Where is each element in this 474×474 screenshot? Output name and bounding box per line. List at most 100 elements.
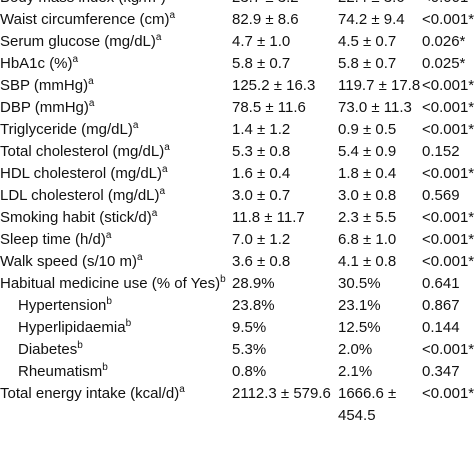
label-text: Waist circumference (cm)	[0, 11, 170, 28]
table-row: Smoking habit (stick/d)a 11.8 ± 11.7 2.3 ±…	[0, 207, 474, 229]
cell: 5.8 ± 0.7	[338, 55, 397, 72]
footnote-mark: a	[88, 76, 94, 87]
cell: 0.347	[422, 363, 460, 380]
label-text: DBP (mmHg)	[0, 99, 89, 116]
footnote-mark: a	[137, 252, 143, 263]
cell: 4.1 ± 0.8	[338, 253, 397, 270]
cell: 2.3 ± 5.5	[338, 209, 397, 226]
cell: 6.8 ± 1.0	[338, 231, 397, 248]
table-row: Rheumatismb 0.8% 2.1% 0.347	[0, 361, 474, 383]
row-label: Total energy intake (kcal/d)a	[0, 383, 232, 427]
cell: 0.152	[422, 143, 460, 160]
cell: 74.2 ± 9.4	[338, 11, 405, 28]
row-label: SBP (mmHg)a	[0, 75, 232, 97]
cell: 78.5 ± 11.6	[232, 99, 306, 116]
cell: <0.001**	[422, 121, 474, 138]
row-label: Waist circumference (cm)a	[0, 9, 232, 31]
label-text: Habitual medicine use (% of Yes)	[0, 275, 221, 292]
label-text: HDL cholesterol (mg/dL)	[0, 165, 163, 182]
row-label: Diabetesb	[0, 339, 232, 361]
row-label: Sleep time (h/d)a	[0, 229, 232, 251]
cell: <0.001**	[422, 165, 474, 182]
cell: 4.5 ± 0.7	[338, 33, 397, 50]
table-row: SBP (mmHg)a 125.2 ± 16.3 119.7 ± 17.8 <0.00…	[0, 75, 474, 97]
footnote-mark: a	[88, 98, 95, 109]
cell: 9.5%	[232, 319, 267, 336]
cell: 23.7 ± 3.2	[232, 0, 338, 9]
table-row: Body mass index (kg/m²)a23.7 ± 3.222.4 ±…	[0, 0, 474, 9]
cell: 22.4 ± 3.6	[338, 0, 422, 9]
cell: 11.8 ± 11.7	[232, 209, 305, 226]
table-row: HbA1c (%)a 5.8 ± 0.7 5.8 ± 0.7 0.025*	[0, 53, 474, 75]
cell: 1666.6 ± 454.5	[338, 385, 397, 424]
cell: <0.001**	[422, 253, 474, 270]
table-row: Sleep time (h/d)a 7.0 ± 1.2 6.8 ± 1.0 <0.00…	[0, 229, 474, 251]
cell: 0.569	[422, 187, 460, 204]
cell: 5.3 ± 0.8	[232, 143, 291, 160]
row-label: HDL cholesterol (mg/dL)a	[0, 163, 232, 185]
footnote-mark: b	[106, 296, 112, 307]
cell: <0.001**	[422, 11, 474, 28]
cell: 3.6 ± 0.8	[232, 253, 291, 270]
row-label: Triglyceride (mg/dL)a	[0, 119, 232, 141]
footnote-mark: b	[77, 340, 83, 351]
cell: 0.8%	[232, 363, 267, 380]
cell: <0.001**	[422, 231, 474, 248]
cell: 1.6 ± 0.4	[232, 165, 291, 182]
footnote-mark: a	[72, 54, 79, 65]
label-text: Hyperlipidaemia	[18, 319, 126, 336]
cell: 73.0 ± 11.3	[338, 99, 412, 116]
table-row: Waist circumference (cm)a 82.9 ± 8.6 74.2 …	[0, 9, 474, 31]
cell: 30.5%	[338, 275, 381, 292]
data-table: Body mass index (kg/m²)a23.7 ± 3.222.4 ±…	[0, 0, 474, 427]
cell: 2112.3 ± 579.6	[232, 385, 331, 402]
cell: 7.0 ± 1.2	[232, 231, 291, 248]
row-label: Serum glucose (mg/dL)a	[0, 31, 232, 53]
table-row: Walk speed (s/10 m)a 3.6 ± 0.8 4.1 ± 0.8 <0…	[0, 251, 474, 273]
cell: 3.0 ± 0.8	[338, 187, 397, 204]
cell: 0.641	[422, 275, 460, 292]
table-row: Hyperlipidaemiab 9.5% 12.5% 0.144	[0, 317, 474, 339]
row-label: Hyperlipidaemiab	[0, 317, 232, 339]
cell: 0.026*	[422, 33, 466, 50]
footnote-mark: a	[169, 10, 176, 21]
label-text: Triglyceride (mg/dL)	[0, 121, 133, 138]
table-row: LDL cholesterol (mg/dL)a 3.0 ± 0.7 3.0 ± 0…	[0, 185, 474, 207]
cell: 2.1%	[338, 363, 373, 380]
cell: <0.001**	[422, 99, 474, 116]
table-row: Total cholesterol (mg/dL)a 5.3 ± 0.8 5.4 ±…	[0, 141, 474, 163]
cell: 1.4 ± 1.2	[232, 121, 291, 138]
row-label: Rheumatismb	[0, 361, 232, 383]
cell: 5.3%	[232, 341, 267, 358]
table-row: Triglyceride (mg/dL)a 1.4 ± 1.2 0.9 ± 0.5 <…	[0, 119, 474, 141]
label-text: Sleep time (h/d)	[0, 231, 106, 248]
label-text: SBP (mmHg)	[0, 77, 89, 94]
cell: 5.4 ± 0.9	[338, 143, 397, 160]
label-text: Total cholesterol (mg/dL)	[0, 143, 165, 160]
cell: <0.001**	[422, 341, 474, 358]
footnote-mark: b	[125, 318, 132, 329]
cell: 23.1%	[338, 297, 381, 314]
label-text: Body mass index (kg/m²)	[0, 0, 166, 6]
table-row: Hypertensionb 23.8% 23.1% 0.867	[0, 295, 474, 317]
cell: 4.7 ± 1.0	[232, 33, 291, 50]
cell: 5.8 ± 0.7	[232, 55, 291, 72]
row-label: Habitual medicine use (% of Yes)b	[0, 273, 232, 295]
cell: 0.9 ± 0.5	[338, 121, 397, 138]
row-label: Walk speed (s/10 m)a	[0, 251, 232, 273]
cell: <0.001**	[422, 385, 474, 402]
table-row: Habitual medicine use (% of Yes)b 28.9% 30…	[0, 273, 474, 295]
row-label: Hypertensionb	[0, 295, 232, 317]
cell: 12.5%	[338, 319, 381, 336]
row-label: Total cholesterol (mg/dL)a	[0, 141, 232, 163]
cell: 3.0 ± 0.7	[232, 187, 291, 204]
table-row: HDL cholesterol (mg/dL)a 1.6 ± 0.4 1.8 ± 0…	[0, 163, 474, 185]
footnote-mark: a	[155, 32, 162, 43]
cell: <0.001**	[422, 77, 474, 94]
cell: 2.0%	[338, 341, 373, 358]
cell: 0.025*	[422, 55, 466, 72]
footnote-mark: a	[105, 230, 112, 241]
label-text: Smoking habit (stick/d)	[0, 209, 152, 226]
footnote-mark: a	[159, 186, 166, 197]
